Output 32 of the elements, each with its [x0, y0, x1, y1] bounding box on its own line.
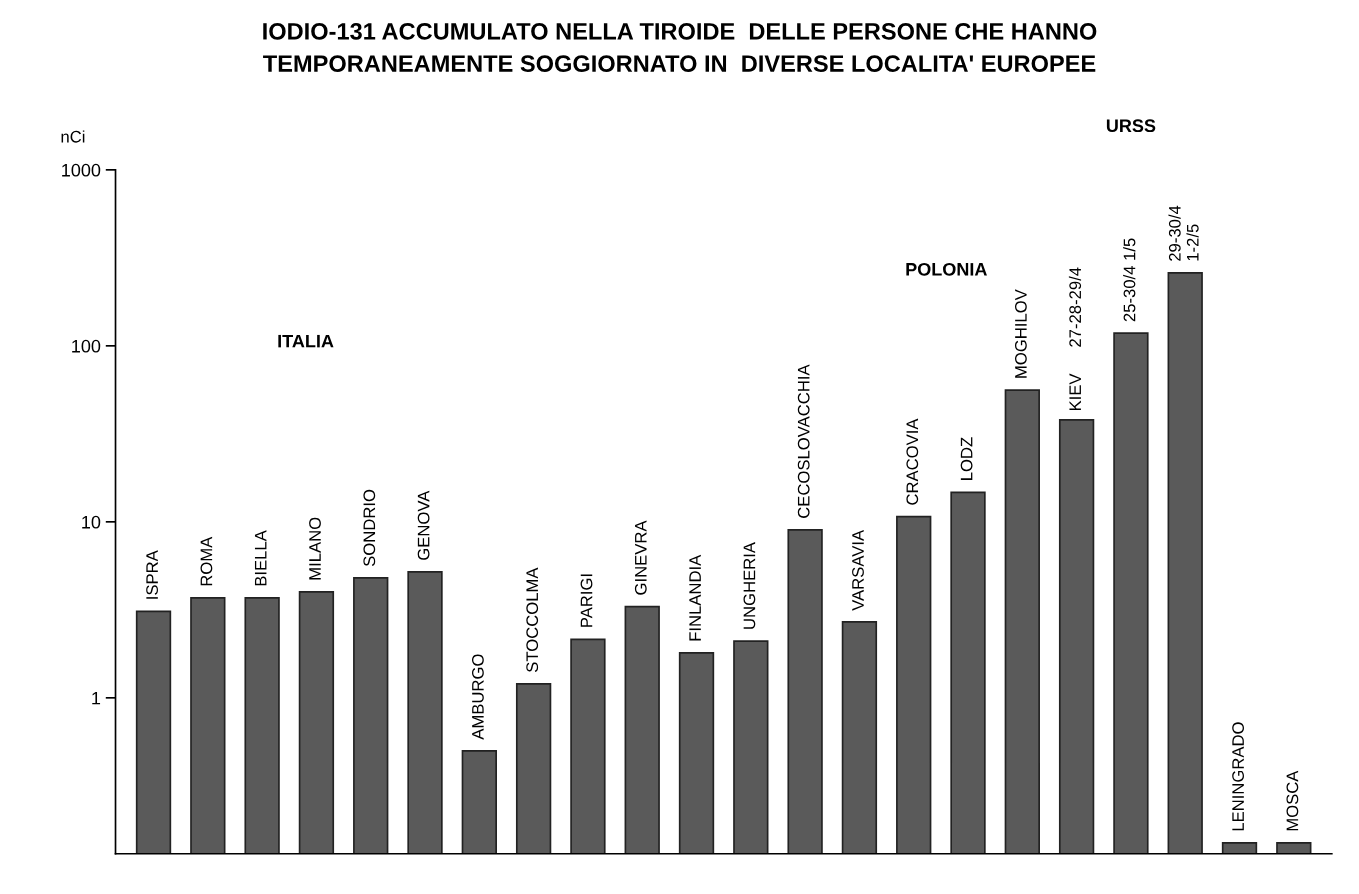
x-tick-label: 25-30/4 1/5 [1123, 238, 1136, 322]
y-tick-label: 1 [92, 691, 101, 705]
annotation: POLONIA [906, 262, 987, 276]
x-tick-label: GINEVRA [634, 520, 647, 595]
text: URSS [1106, 119, 1156, 133]
x-tick-label: GENOVA [417, 490, 430, 560]
x-tick-label: VARSAVIA [852, 529, 864, 611]
y-tick-label: 100 [72, 339, 101, 353]
x-tick-label: MOSCA [1286, 770, 1299, 831]
chart-title: IODIO-131 ACCUMULATO NELLA TIROIDE DELLE PERSONE CHE HANNO TEMPORANEAMENTE SOGGIORNATO IN DIVERSE LOCALITA' EUROPEE [263, 22, 1097, 72]
x-tick-label: 27-28-29/4 [1068, 267, 1082, 347]
x-tick-label: MILANO [309, 517, 321, 580]
x-tick-label: ROMA [200, 536, 213, 586]
y-tick-label: 10 [82, 515, 101, 529]
x-tick-label: CECOSLOVACCHIA [797, 364, 810, 518]
x-tick-label: FINLANDIA [689, 554, 701, 641]
x-tick-label: ISPRA [146, 550, 158, 599]
annotation: KIEV [1069, 373, 1081, 411]
x-tick-label: LENINGRADO [1232, 722, 1244, 831]
x-tick-label: UNGHERIA [743, 542, 756, 629]
annotation: ITALIA [278, 334, 334, 348]
y-tick-label: 1000 [62, 163, 101, 177]
x-tick-label: STOCCOLMA [526, 567, 539, 673]
x-tick-label: BIELLA [254, 530, 267, 586]
x-tick-label: MOGHILOV [1014, 289, 1027, 378]
x-tick-label: SONDRIO [363, 489, 376, 567]
x-tick-label: LODZ [960, 437, 973, 480]
x-tick-label: PARIGI [580, 574, 593, 627]
x-tick-label: AMBURGO [471, 654, 484, 740]
x-tick-label: 29-30/4 1-2/5 [1168, 205, 1199, 261]
y-axis-title: nCi [61, 130, 85, 143]
x-tick-label: CRACOVIA [906, 418, 919, 505]
